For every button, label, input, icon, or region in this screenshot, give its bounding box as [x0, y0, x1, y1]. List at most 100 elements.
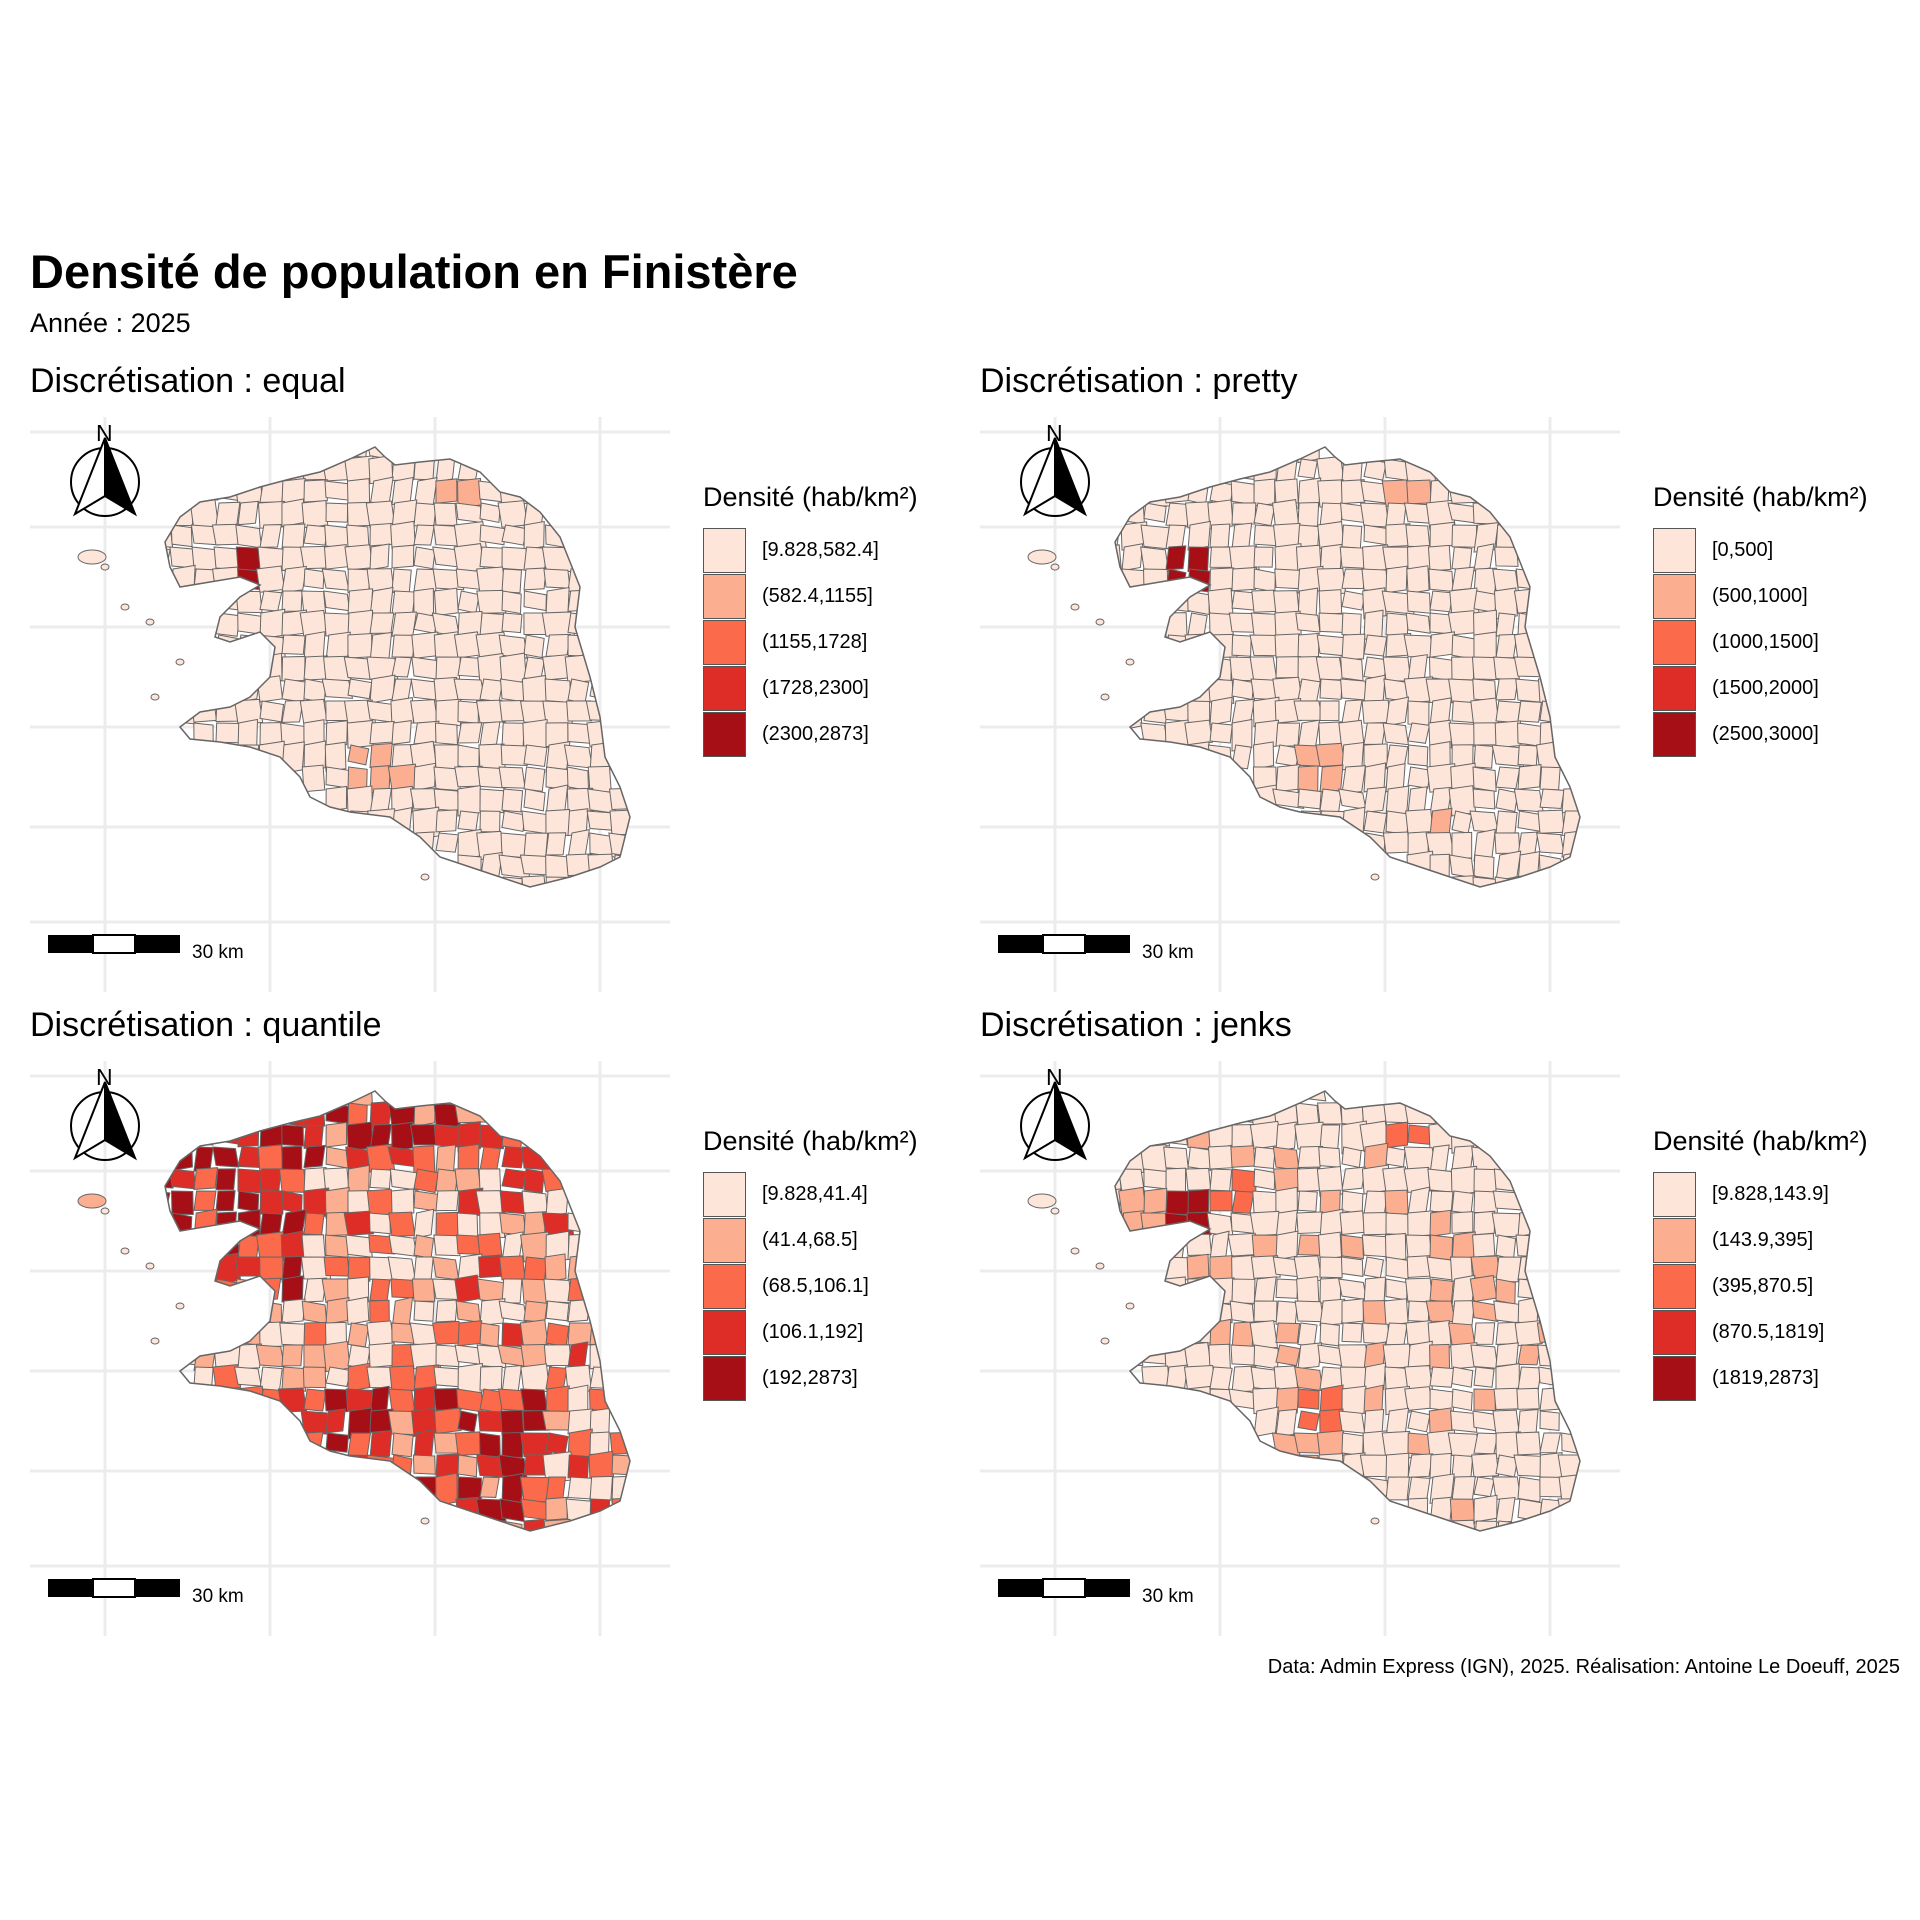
island-polygon [1095, 618, 1105, 626]
commune-polygon [1297, 788, 1322, 810]
commune-polygon [1539, 766, 1561, 791]
commune-polygon [391, 678, 413, 702]
commune-polygon [1341, 699, 1363, 724]
commune-polygon [1231, 566, 1257, 592]
commune-polygon [523, 1256, 548, 1283]
commune-polygon [1340, 678, 1368, 701]
commune-polygon [169, 700, 197, 725]
commune-polygon [303, 1388, 327, 1412]
commune-polygon [1317, 1102, 1343, 1125]
commune-polygon [1495, 1342, 1519, 1367]
island-polygon [150, 1337, 160, 1345]
commune-polygon [1341, 568, 1368, 590]
commune-polygon [391, 720, 412, 745]
commune-polygon [411, 656, 440, 680]
commune-polygon [215, 1168, 237, 1191]
commune-polygon [544, 678, 572, 704]
commune-polygon [1209, 523, 1231, 549]
commune-polygon [545, 1496, 568, 1521]
island-polygon [100, 1207, 110, 1215]
commune-polygon [1115, 1188, 1122, 1217]
commune-polygon [433, 1388, 462, 1411]
commune-polygon [325, 1432, 349, 1453]
commune-polygon [1339, 546, 1367, 569]
commune-polygon [1407, 722, 1431, 744]
commune-polygon [433, 1124, 461, 1148]
choropleth-map [980, 1061, 1620, 1636]
commune-polygon [1339, 1210, 1366, 1235]
legend-label: (41.4,68.5] [762, 1228, 858, 1251]
commune-polygon [567, 1254, 589, 1281]
commune-polygon [545, 1187, 569, 1217]
commune-polygon [1385, 502, 1407, 528]
commune-polygon [1517, 1366, 1542, 1392]
commune-polygon [479, 721, 501, 746]
commune-polygon [1318, 1231, 1343, 1261]
commune-polygon [479, 788, 505, 814]
north-arrow-icon [1020, 1081, 1090, 1161]
commune-polygon [435, 1168, 459, 1194]
legend-swatch [1653, 711, 1696, 757]
commune-polygon [1341, 1322, 1363, 1343]
commune-polygon [1469, 1274, 1498, 1303]
commune-polygon [255, 1344, 286, 1368]
island-polygon [1070, 1247, 1080, 1255]
legend-title: Densité (hab/km²) [1653, 1126, 1868, 1156]
commune-polygon [1495, 1234, 1517, 1260]
commune-polygon [523, 832, 549, 858]
commune-polygon [1341, 806, 1366, 840]
commune-polygon [523, 567, 547, 591]
map-panel-equal: Discrétisation : equal N 30 km Densité (… [30, 362, 980, 992]
north-arrow-left [72, 437, 106, 517]
commune-polygon [1406, 850, 1435, 881]
commune-polygon [1209, 1277, 1235, 1305]
commune-polygon [479, 678, 504, 703]
commune-polygon [501, 1278, 523, 1304]
commune-polygon [1407, 1124, 1432, 1145]
commune-polygon [1513, 788, 1544, 813]
commune-polygon [1230, 1344, 1258, 1366]
commune-polygon [259, 590, 283, 612]
commune-polygon [1143, 612, 1165, 636]
scale-bar-icon [998, 1578, 1130, 1598]
commune-polygon [1297, 1145, 1324, 1169]
commune-polygon [1363, 674, 1386, 705]
commune-polygon [413, 546, 436, 570]
commune-polygon [391, 1121, 414, 1152]
commune-polygon [1384, 1189, 1409, 1216]
legend-item: (192,2873] [703, 1355, 918, 1401]
commune-polygon [1318, 589, 1343, 616]
commune-polygon [457, 722, 483, 744]
commune-polygon [457, 1143, 480, 1173]
commune-polygon [521, 1278, 548, 1305]
commune-polygon [1341, 1432, 1364, 1457]
commune-polygon [479, 546, 505, 569]
commune-polygon [1561, 787, 1580, 814]
commune-polygon [281, 700, 304, 723]
legend-item: [9.828,41.4] [703, 1171, 918, 1217]
commune-polygon [323, 1256, 351, 1277]
legend-item: (2300,2873] [703, 711, 918, 757]
commune-polygon [281, 634, 306, 655]
commune-polygon [521, 1146, 551, 1171]
commune-polygon [1184, 719, 1214, 746]
commune-polygon [1253, 568, 1276, 593]
commune-polygon [391, 544, 415, 569]
commune-polygon [323, 590, 351, 612]
commune-polygon [475, 1190, 506, 1214]
commune-polygon [281, 565, 307, 593]
commune-polygon [1471, 1300, 1499, 1323]
island-polygon [145, 618, 155, 626]
commune-polygon [390, 1278, 416, 1299]
commune-polygon [1319, 1322, 1340, 1347]
commune-polygon [1341, 1166, 1366, 1191]
commune-polygon [1275, 1230, 1299, 1261]
commune-polygon [1363, 832, 1387, 856]
commune-polygon [345, 1091, 374, 1106]
commune-polygon [457, 590, 480, 614]
commune-polygon [1406, 565, 1430, 594]
commune-polygon [1382, 656, 1412, 682]
commune-polygon [545, 832, 567, 856]
commune-polygon [1120, 502, 1145, 525]
commune-polygon [281, 498, 305, 528]
